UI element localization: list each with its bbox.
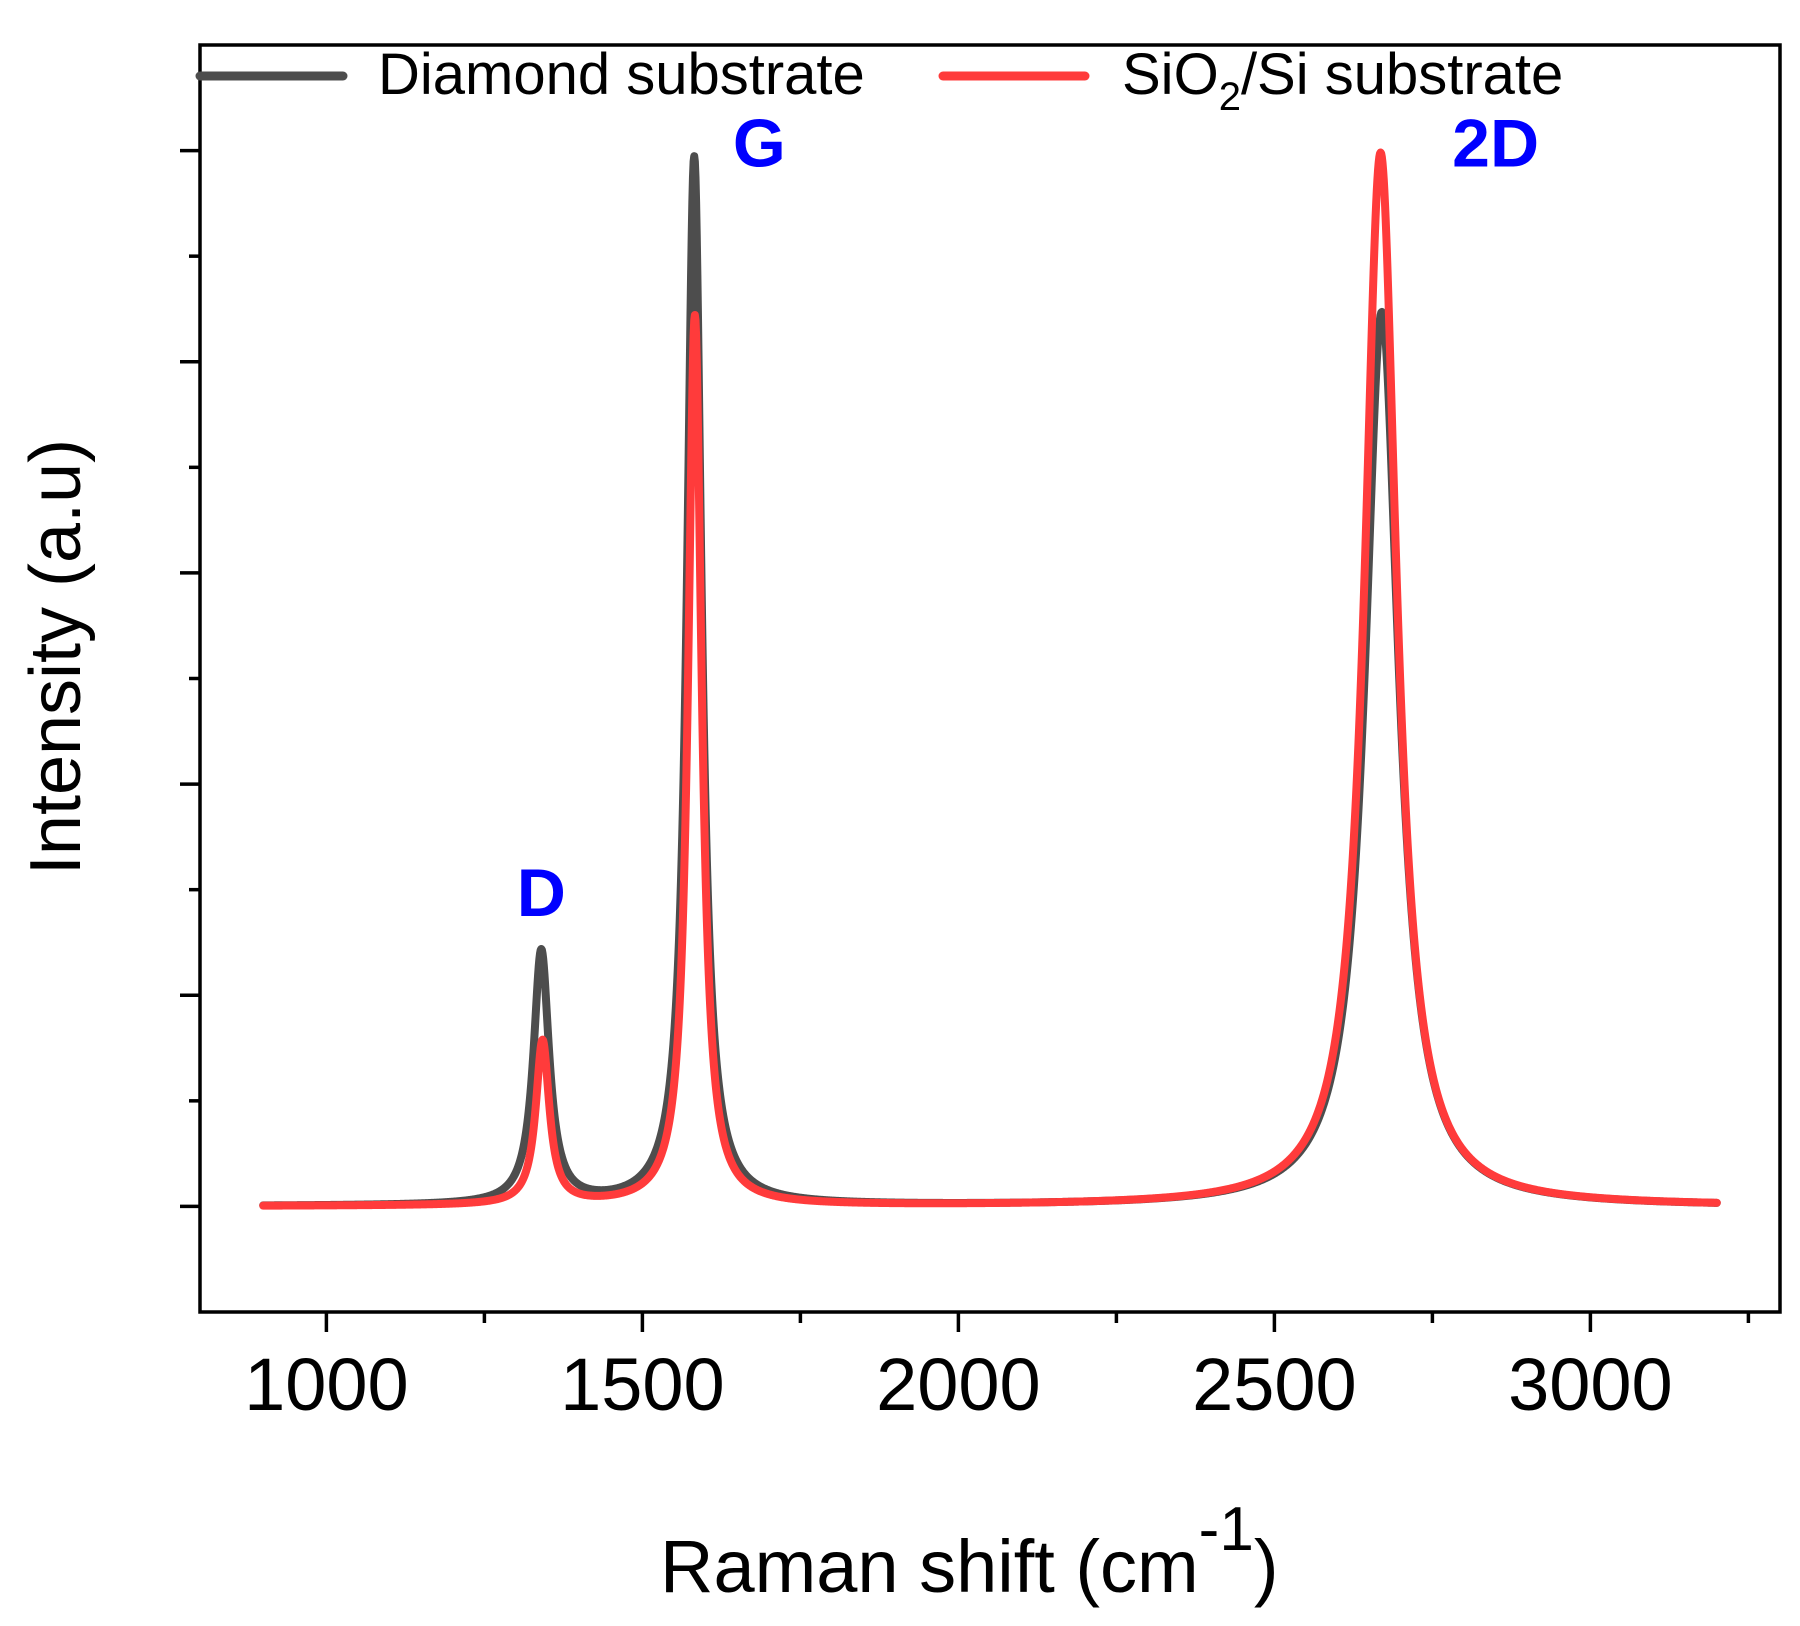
- y-axis-ticks: [180, 148, 200, 1209]
- x-axis-ticks: 1000 1500 2000 2500 3000: [244, 1312, 1751, 1426]
- x-axis-title: Raman shift (cm-1): [660, 1495, 1278, 1608]
- peak-annotations: D G 2D: [517, 105, 1539, 931]
- legend-label-sio2: SiO2/Si substrate: [1122, 42, 1563, 119]
- legend-label-sio2-suffix: /Si substrate: [1241, 42, 1563, 107]
- legend-label-diamond: Diamond substrate: [378, 42, 865, 107]
- x-tick-label: 1000: [244, 1343, 409, 1426]
- x-axis-title-text: Raman shift (cm: [660, 1525, 1199, 1608]
- x-axis-title-close: ): [1254, 1525, 1279, 1608]
- x-tick-label: 2500: [1192, 1343, 1357, 1426]
- peak-label: D: [517, 855, 566, 931]
- series-layer: [259, 148, 1721, 1210]
- x-tick-label: 2000: [876, 1343, 1041, 1426]
- peak-label: 2D: [1452, 105, 1539, 181]
- legend-label-sio2-prefix: SiO: [1122, 42, 1219, 107]
- legend: Diamond substrate SiO2/Si substrate: [195, 42, 1563, 119]
- x-axis-title-superscript: -1: [1199, 1495, 1254, 1564]
- series-line-sio2: [259, 148, 1721, 1210]
- legend-label-sio2-subscript: 2: [1219, 75, 1241, 119]
- x-tick-label: 1500: [560, 1343, 725, 1426]
- y-axis-title: Intensity (a.u): [16, 439, 96, 875]
- peak-label: G: [733, 105, 786, 181]
- x-tick-label: 3000: [1508, 1343, 1673, 1426]
